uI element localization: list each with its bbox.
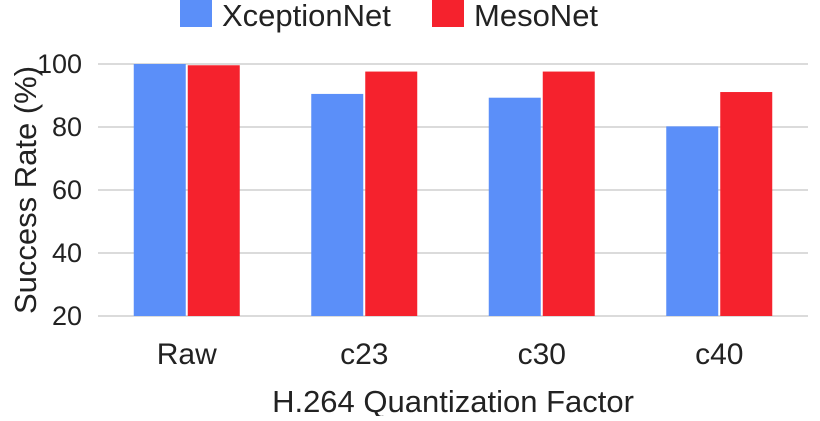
y-tick-label-80: 80 xyxy=(52,112,82,142)
legend-swatch-xceptionnet xyxy=(180,0,212,27)
legend: XceptionNet MesoNet xyxy=(180,0,598,33)
bar-mesonet-c40 xyxy=(720,92,773,316)
x-tick-label-c40: c40 xyxy=(695,338,743,371)
bar-xceptionnet-c23 xyxy=(311,93,364,316)
y-tick-label-20: 20 xyxy=(52,301,82,331)
y-tick-label-60: 60 xyxy=(52,175,82,205)
y-tick-label-40: 40 xyxy=(52,238,82,268)
x-tick-label-raw: Raw xyxy=(157,338,217,371)
x-tick-label-c23: c23 xyxy=(340,338,388,371)
bar-mesonet-raw xyxy=(187,65,240,316)
legend-label-mesonet: MesoNet xyxy=(474,0,598,33)
bar-mesonet-c30 xyxy=(542,71,595,316)
y-axis-title: Success Rate (%) xyxy=(8,66,43,314)
y-axis-ticks: 20 40 60 80 100 xyxy=(37,49,82,331)
bar-xceptionnet-raw xyxy=(133,64,186,316)
x-tick-label-c30: c30 xyxy=(518,338,566,371)
y-tick-label-100: 100 xyxy=(37,49,82,79)
legend-label-xceptionnet: XceptionNet xyxy=(222,0,391,33)
x-axis-title: H.264 Quantization Factor xyxy=(272,384,634,416)
legend-swatch-mesonet xyxy=(432,0,464,27)
bar-xceptionnet-c30 xyxy=(488,97,541,316)
bar-mesonet-c23 xyxy=(365,71,418,316)
x-axis-labels: Raw c23 c30 c40 xyxy=(157,338,744,371)
bars xyxy=(133,64,773,317)
bar-xceptionnet-c40 xyxy=(666,126,719,317)
